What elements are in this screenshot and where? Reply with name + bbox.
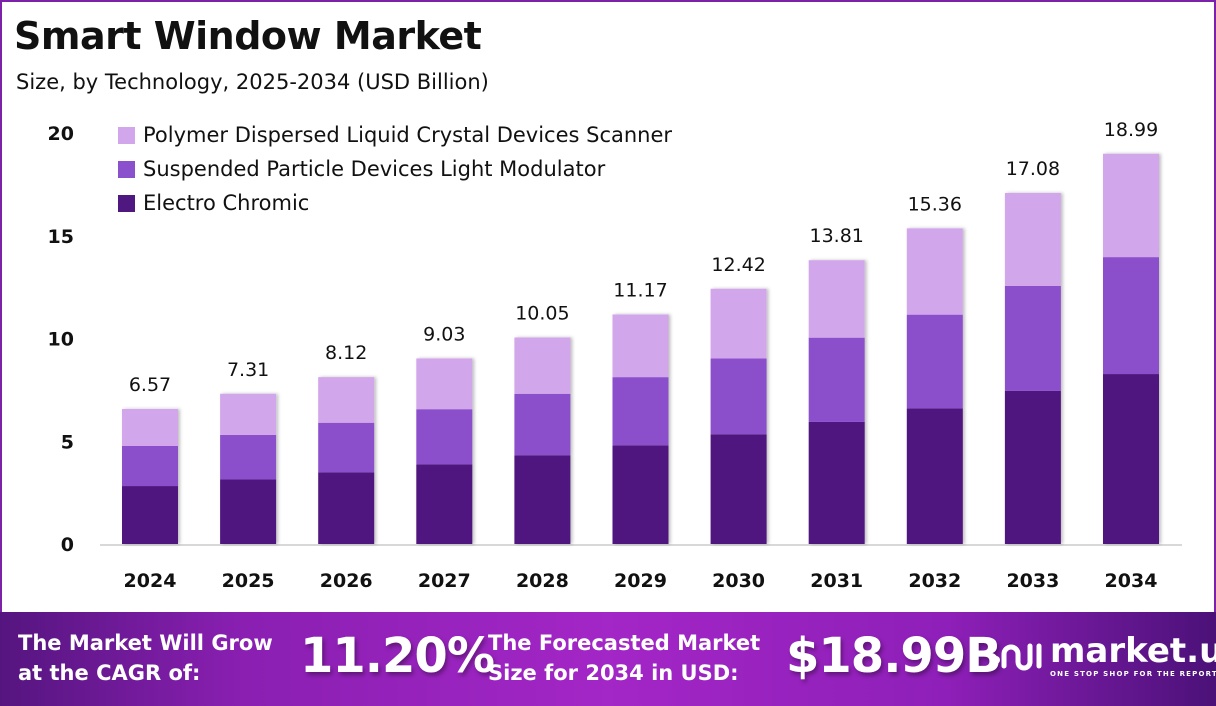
bar-segment-spd-2033 <box>1004 285 1061 391</box>
total-label: 12.42 <box>711 254 765 276</box>
marketus-logo: market.us ONE STOP SHOP FOR THE REPORTS <box>990 634 1216 678</box>
bar-segment-electro-chromic-2034 <box>1103 374 1159 544</box>
x-tick-label: 2034 <box>1105 570 1158 592</box>
legend-swatch-pdlc <box>118 126 135 144</box>
bar-segment-electro-chromic-2032 <box>906 408 963 544</box>
legend-label: Electro Chromic <box>143 191 310 215</box>
bar-segment-pdlc-2032 <box>906 228 963 315</box>
logo-name: market.us <box>1050 631 1216 671</box>
cagr-value: 11.20% <box>300 628 495 684</box>
x-tick-label: 2028 <box>516 570 569 592</box>
bar-segment-electro-chromic-2029 <box>612 445 669 544</box>
bar-stack-2034 <box>1103 153 1159 544</box>
bar-segment-electro-chromic-2026 <box>318 472 375 544</box>
x-tick-label: 2029 <box>614 570 667 592</box>
legend: Polymer Dispersed Liquid Crystal Devices… <box>118 118 672 220</box>
y-tick-label: 10 <box>48 329 74 351</box>
bar-segment-spd-2030 <box>710 358 767 435</box>
bar-stack-2033 <box>1004 193 1061 544</box>
x-tick-label: 2025 <box>222 570 275 592</box>
bar-segment-electro-chromic-2027 <box>416 464 473 544</box>
legend-swatch-spd <box>118 160 135 178</box>
bar-segment-pdlc-2028 <box>514 337 571 394</box>
total-label: 10.05 <box>515 302 569 324</box>
summary-banner: The Market Will Grow at the CAGR of: 11.… <box>0 612 1216 706</box>
legend-label: Polymer Dispersed Liquid Crystal Devices… <box>143 123 673 147</box>
total-label: 7.31 <box>227 359 269 381</box>
forecast-caption-line1: The Forecasted Market <box>488 631 761 655</box>
bar-stack-2027 <box>416 358 473 544</box>
legend-item-spd: Suspended Particle Devices Light Modulat… <box>118 152 672 186</box>
total-label: 9.03 <box>423 323 465 345</box>
bar-stack-2029 <box>612 314 669 544</box>
legend-label: Suspended Particle Devices Light Modulat… <box>143 157 606 181</box>
bar-segment-spd-2028 <box>514 393 571 456</box>
bar-segment-pdlc-2024 <box>122 408 178 446</box>
bar-segment-pdlc-2031 <box>808 260 865 338</box>
total-label: 18.99 <box>1104 119 1158 141</box>
bar-stack-2031 <box>808 260 865 544</box>
bar-stack-2030 <box>710 288 767 544</box>
bar-segment-pdlc-2030 <box>710 288 767 359</box>
total-label: 15.36 <box>908 193 962 215</box>
bar-stack-2026 <box>318 377 375 544</box>
y-tick-label: 0 <box>61 534 74 556</box>
bar-segment-pdlc-2026 <box>318 377 375 423</box>
y-tick-label: 20 <box>48 123 74 145</box>
bar-segment-spd-2026 <box>318 422 375 473</box>
bar-segment-pdlc-2029 <box>612 314 669 378</box>
marketus-logo-icon <box>992 643 1042 671</box>
bar-segment-pdlc-2025 <box>220 393 277 435</box>
legend-item-pdlc: Polymer Dispersed Liquid Crystal Devices… <box>118 118 672 152</box>
x-tick-label: 2026 <box>320 570 373 592</box>
x-tick-label: 2033 <box>1006 570 1059 592</box>
bar-segment-spd-2027 <box>416 409 473 465</box>
legend-swatch-electro-chromic <box>118 194 135 212</box>
cagr-caption-line1: The Market Will Grow <box>18 631 273 655</box>
y-tick-label: 15 <box>48 226 74 248</box>
bar-segment-electro-chromic-2024 <box>122 486 178 544</box>
logo-tagline: ONE STOP SHOP FOR THE REPORTS <box>1050 670 1216 678</box>
bar-segment-spd-2029 <box>612 377 669 446</box>
total-label: 6.57 <box>129 374 171 396</box>
cagr-caption: The Market Will Grow at the CAGR of: <box>18 628 273 688</box>
bar-segment-pdlc-2027 <box>416 358 473 410</box>
bar-segment-electro-chromic-2025 <box>220 479 277 544</box>
bar-stack-2032 <box>906 228 963 544</box>
bar-stack-2028 <box>514 337 571 544</box>
y-tick-label: 5 <box>61 431 74 453</box>
total-label: 8.12 <box>325 342 367 364</box>
bar-segment-spd-2025 <box>220 434 277 480</box>
forecast-caption-line2: Size for 2034 in USD: <box>488 661 739 685</box>
forecast-value: $18.99B <box>786 628 1002 684</box>
cagr-caption-line2: at the CAGR of: <box>18 661 201 685</box>
total-label: 17.08 <box>1006 158 1060 180</box>
bar-segment-pdlc-2033 <box>1004 193 1061 286</box>
bar-segment-spd-2031 <box>808 337 865 422</box>
forecast-caption: The Forecasted Market Size for 2034 in U… <box>488 628 760 688</box>
bar-stack-2024 <box>122 408 178 544</box>
bar-stack-2025 <box>220 393 277 544</box>
x-tick-label: 2027 <box>418 570 471 592</box>
x-tick-label: 2032 <box>908 570 961 592</box>
chart-subtitle: Size, by Technology, 2025-2034 (USD Bill… <box>16 70 489 94</box>
total-label: 11.17 <box>613 279 667 301</box>
legend-item-electro-chromic: Electro Chromic <box>118 186 672 220</box>
x-tick-label: 2030 <box>712 570 765 592</box>
x-tick-label: 2024 <box>124 570 177 592</box>
chart-title: Smart Window Market <box>14 14 482 58</box>
bar-segment-pdlc-2034 <box>1103 153 1159 258</box>
stacked-bar-chart: 0 5 10 15 20 6.57 2024 7.31 2025 8.12 2026 9.03 2027… <box>48 119 1182 592</box>
x-tick-label: 2031 <box>810 570 863 592</box>
bar-segment-electro-chromic-2030 <box>710 434 767 544</box>
bar-segment-spd-2034 <box>1103 257 1159 375</box>
bar-segment-electro-chromic-2028 <box>514 455 571 544</box>
bar-segment-electro-chromic-2033 <box>1004 390 1061 544</box>
bar-segment-electro-chromic-2031 <box>808 421 865 544</box>
total-label: 13.81 <box>809 225 863 247</box>
bar-segment-spd-2032 <box>906 314 963 409</box>
bar-segment-spd-2024 <box>122 445 178 487</box>
